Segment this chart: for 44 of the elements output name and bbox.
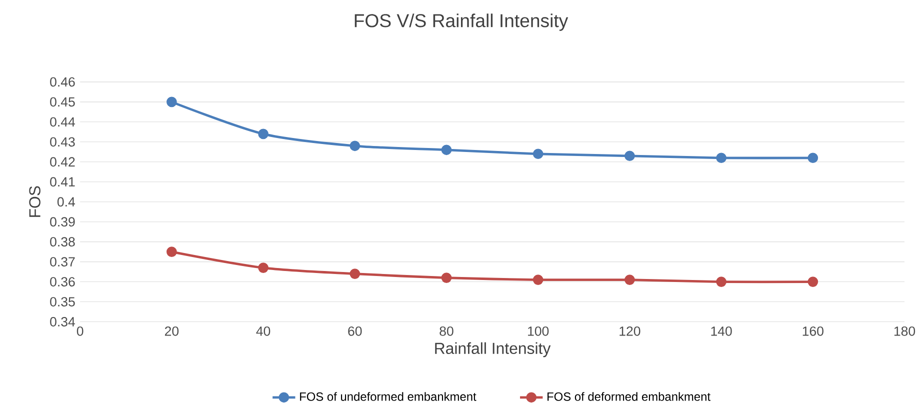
point <box>624 274 635 285</box>
x-tick-label: 0 <box>76 326 84 336</box>
x-tick-label: 40 <box>256 326 270 336</box>
y-tick-label: 0.35 <box>50 297 75 306</box>
y-tick-label: 0.37 <box>50 257 75 266</box>
legend-label: FOS of deformed embankment <box>548 392 710 401</box>
x-tick-label: 60 <box>348 326 362 336</box>
point <box>350 140 360 152</box>
point <box>716 276 726 287</box>
point <box>350 268 360 279</box>
point <box>716 152 726 164</box>
y-tick-label: 0.41 <box>50 177 75 187</box>
y-axis-title: FOS <box>29 186 40 217</box>
y-tick-label: 0.34 <box>50 317 75 326</box>
point <box>258 128 268 140</box>
point <box>624 150 635 162</box>
point <box>166 246 177 257</box>
y-tick-label: 0.4 <box>57 197 75 207</box>
x-tick-label: 180 <box>894 326 916 336</box>
x-tick-label: 80 <box>440 326 454 336</box>
x-tick-label: 160 <box>802 326 824 336</box>
y-tick-label: 0.39 <box>50 217 75 227</box>
x-tick-label: 20 <box>164 326 179 336</box>
point <box>808 276 818 287</box>
legend-label: FOS of undeformed embankment <box>300 392 476 401</box>
y-tick-label: 0.46 <box>50 77 75 87</box>
y-tick-label: 0.43 <box>50 137 75 147</box>
x-tick-label: 140 <box>711 326 732 336</box>
point <box>441 144 452 156</box>
x-tick-label: 120 <box>620 326 640 336</box>
point <box>532 148 544 160</box>
y-tick-label: 0.45 <box>50 97 75 107</box>
y-tick-label: 0.44 <box>50 117 75 127</box>
chart-title: FOS V/S Rainfall Intensity <box>354 14 568 31</box>
y-tick-label: 0.36 <box>50 277 75 286</box>
point <box>166 96 177 108</box>
y-tick-label: 0.38 <box>50 237 75 246</box>
point <box>532 274 544 285</box>
y-tick-label: 0.42 <box>50 157 75 167</box>
x-tick-label: 100 <box>528 326 549 336</box>
point <box>258 262 268 273</box>
point <box>441 272 452 283</box>
point <box>808 152 818 164</box>
x-axis-title: Rainfall Intensity <box>435 342 551 358</box>
